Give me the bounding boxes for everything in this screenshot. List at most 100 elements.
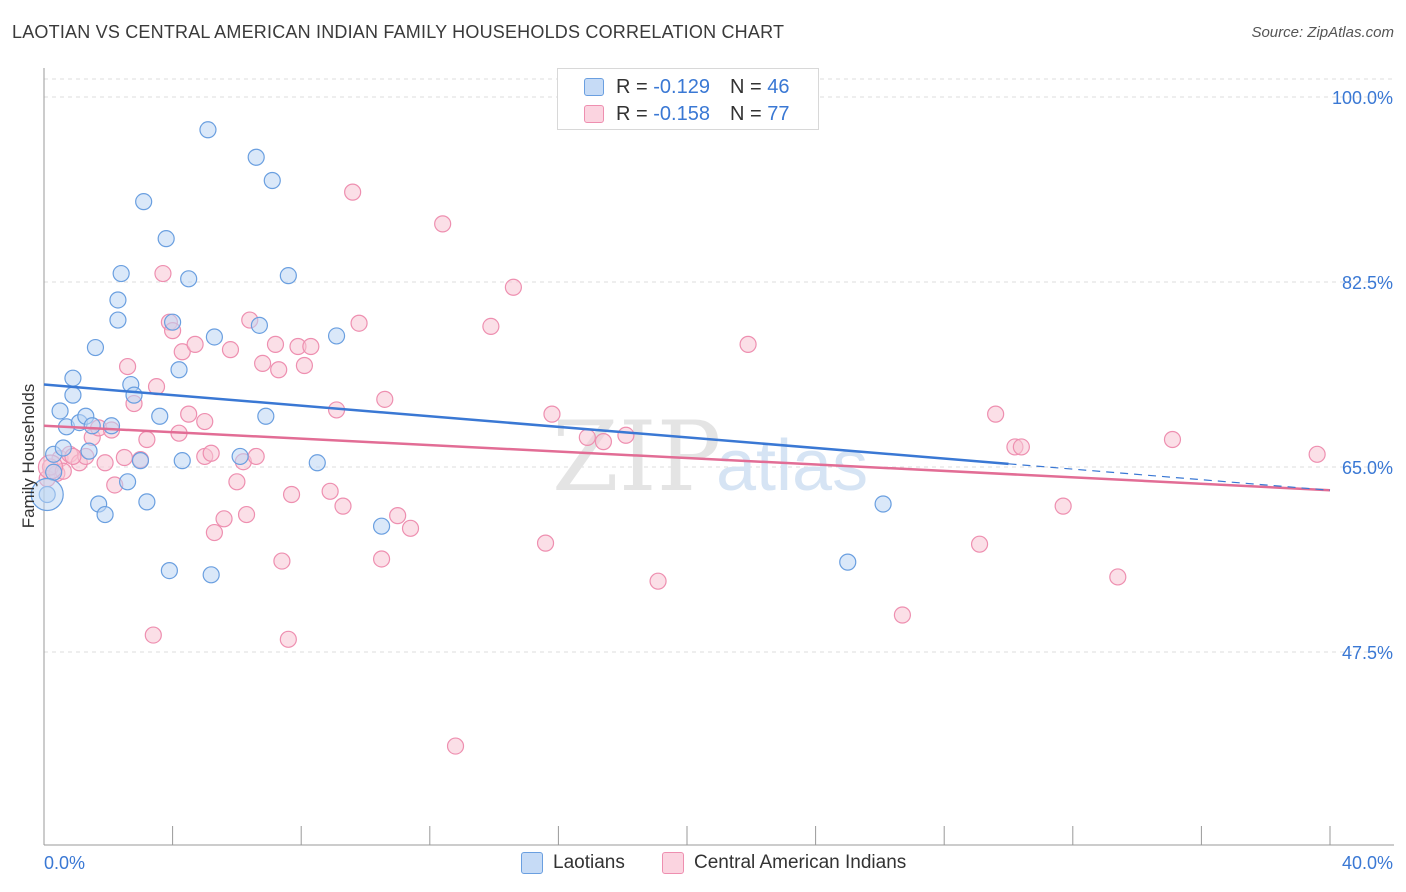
legend-n-label: N = bbox=[729, 102, 762, 125]
data-point bbox=[250, 316, 269, 334]
y-axis-label: Family Households bbox=[19, 384, 38, 529]
y-tick-label: 65.0% bbox=[1342, 458, 1393, 478]
x-tick-label-max: 40.0% bbox=[1342, 853, 1393, 873]
legend-swatch-blue bbox=[584, 78, 604, 96]
data-point bbox=[221, 341, 240, 359]
data-point bbox=[54, 439, 72, 457]
data-point bbox=[138, 430, 156, 449]
data-point bbox=[273, 552, 291, 570]
data-point bbox=[987, 405, 1005, 423]
data-point bbox=[504, 278, 522, 296]
data-point bbox=[199, 121, 217, 139]
data-point bbox=[266, 335, 285, 353]
data-point bbox=[96, 454, 114, 472]
data-point bbox=[270, 361, 288, 379]
data-point bbox=[205, 523, 223, 542]
data-point bbox=[1308, 445, 1326, 463]
data-point bbox=[649, 572, 667, 590]
data-point bbox=[173, 452, 191, 470]
legend-swatch-pink bbox=[584, 105, 604, 123]
data-point bbox=[295, 356, 314, 375]
data-point bbox=[112, 264, 130, 283]
data-point bbox=[1109, 568, 1127, 586]
data-point bbox=[180, 405, 198, 423]
data-point bbox=[308, 454, 326, 472]
correlation-legend: R = -0.129 N = 46 R = -0.158 N = 77 bbox=[557, 68, 819, 130]
data-point bbox=[45, 463, 63, 481]
data-point bbox=[893, 606, 912, 624]
legend-item-central-american-indians: Central American Indians bbox=[662, 852, 906, 874]
legend-r-label: R = bbox=[616, 75, 648, 98]
data-point bbox=[237, 505, 256, 524]
data-point bbox=[739, 335, 757, 353]
data-point bbox=[231, 447, 249, 466]
legend-n-value: 77 bbox=[767, 102, 790, 125]
legend-item-laotians: Laotians bbox=[521, 852, 625, 874]
data-point bbox=[125, 386, 143, 404]
data-point bbox=[30, 477, 64, 512]
data-point bbox=[170, 361, 188, 379]
data-point bbox=[173, 343, 191, 361]
trend-line-laotians-extension bbox=[1008, 463, 1331, 491]
data-point bbox=[118, 473, 137, 491]
data-point bbox=[389, 507, 407, 525]
legend-swatch-central-american-indians bbox=[662, 852, 684, 874]
y-tick-label: 47.5% bbox=[1342, 643, 1393, 663]
data-point bbox=[180, 270, 198, 288]
data-point bbox=[86, 338, 105, 357]
data-point bbox=[109, 311, 127, 329]
data-point bbox=[64, 386, 82, 404]
trend-line-central-american-indians bbox=[43, 424, 1331, 492]
trend-line-laotians bbox=[43, 383, 1009, 466]
data-point bbox=[83, 417, 101, 435]
data-point bbox=[263, 171, 281, 190]
data-point bbox=[282, 485, 301, 504]
data-point bbox=[51, 402, 69, 420]
watermark: ZIP atlas bbox=[552, 401, 868, 513]
series-legend: Laotians Central American Indians bbox=[0, 852, 1406, 878]
data-point bbox=[102, 417, 121, 435]
data-point bbox=[257, 407, 275, 425]
data-point bbox=[131, 452, 150, 470]
trend-lines bbox=[43, 383, 1331, 492]
data-point bbox=[109, 291, 127, 309]
legend-n-value: 46 bbox=[767, 75, 790, 98]
data-point bbox=[80, 442, 98, 460]
data-point bbox=[874, 495, 892, 513]
watermark-zip: ZIP bbox=[552, 401, 721, 513]
data-point bbox=[228, 473, 246, 491]
data-point bbox=[254, 354, 272, 372]
legend-r-value: -0.158 bbox=[653, 102, 710, 125]
data-point bbox=[64, 369, 82, 387]
data-point bbox=[118, 357, 137, 376]
legend-row-laotians: R = -0.129 N = 46 bbox=[584, 74, 789, 100]
data-point bbox=[594, 433, 613, 451]
chart-title: LAOTIAN VS CENTRAL AMERICAN INDIAN FAMIL… bbox=[12, 22, 785, 42]
data-point bbox=[279, 630, 297, 648]
data-point bbox=[536, 534, 555, 552]
data-point bbox=[144, 626, 162, 644]
legend-r-value: -0.129 bbox=[653, 75, 710, 98]
data-point bbox=[247, 447, 265, 466]
data-point bbox=[839, 553, 857, 571]
data-point bbox=[138, 493, 156, 511]
data-point bbox=[350, 314, 368, 332]
data-point bbox=[202, 566, 220, 584]
data-point bbox=[372, 550, 391, 568]
data-point bbox=[135, 193, 153, 211]
data-point bbox=[543, 405, 561, 423]
legend-row-central-american-indians: R = -0.158 N = 77 bbox=[584, 101, 789, 127]
data-point bbox=[1163, 430, 1182, 449]
grid-lines bbox=[44, 78, 1394, 653]
data-point bbox=[160, 561, 178, 580]
data-point bbox=[115, 448, 133, 467]
data-point bbox=[96, 505, 114, 524]
y-tick-labels: 47.5% 65.0% 82.5% 100.0% bbox=[1332, 88, 1393, 663]
data-point bbox=[164, 313, 182, 331]
x-ticks bbox=[43, 826, 1331, 845]
data-point bbox=[202, 444, 220, 462]
legend-r-label: R = bbox=[616, 102, 648, 125]
data-point bbox=[247, 148, 265, 166]
data-point bbox=[279, 267, 297, 285]
